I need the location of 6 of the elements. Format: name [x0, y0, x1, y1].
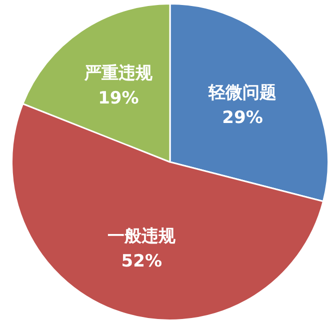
data-label: 52% — [121, 252, 162, 272]
slice-label: 轻微问题 — [208, 83, 277, 104]
data-label: 29% — [222, 108, 263, 128]
slice-label: 严重违规 — [83, 64, 154, 84]
data-label: 19% — [98, 88, 139, 109]
slice-label: 一般违规 — [108, 226, 177, 247]
